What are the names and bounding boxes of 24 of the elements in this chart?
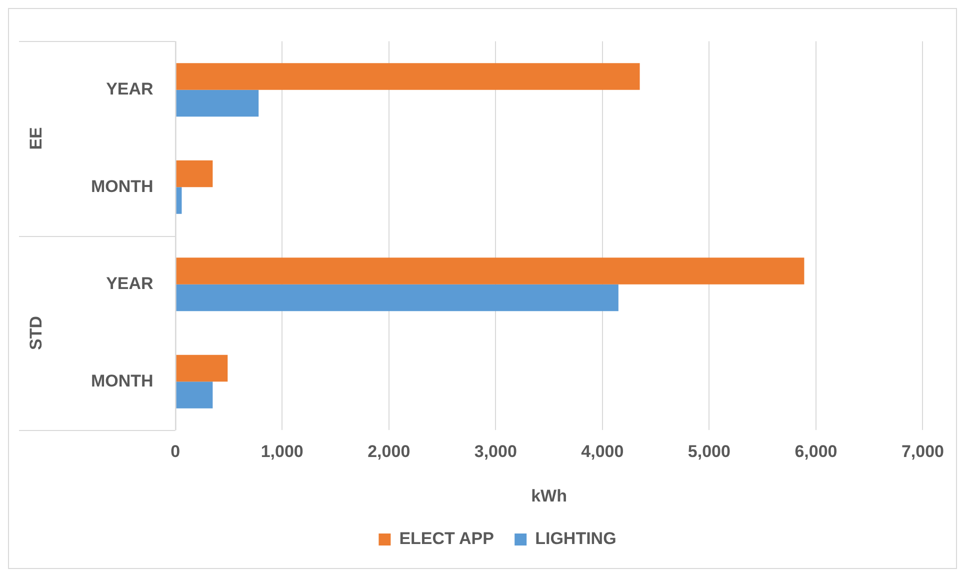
bar <box>176 160 213 188</box>
bar <box>176 63 640 90</box>
bar <box>176 382 213 408</box>
x-tick-label: 5,000 <box>688 442 730 462</box>
legend-label: ELECT APP <box>399 529 494 548</box>
x-tick-label: 0 <box>170 442 180 462</box>
x-tick-label: 4,000 <box>581 442 624 462</box>
text: EE <box>26 127 46 150</box>
bar <box>176 284 618 312</box>
y-tick-label: MONTH <box>90 371 154 390</box>
text: STD <box>26 316 46 350</box>
x-tick-label: 3,000 <box>474 442 517 462</box>
x-tick-label: 7,000 <box>901 442 944 462</box>
y-tick-label: YEAR <box>106 274 154 294</box>
x-axis-title: kWh <box>531 486 567 506</box>
x-tick-label: 6,000 <box>794 442 838 462</box>
x-tick-label: 1,000 <box>260 442 304 462</box>
y-tick-label: YEAR <box>106 80 154 99</box>
legend-label: LIGHTING <box>535 529 616 548</box>
bar <box>176 258 804 284</box>
bar <box>176 354 228 382</box>
y-tick-label: MONTH <box>90 176 154 196</box>
bar <box>176 90 259 117</box>
x-tick-label: 2,000 <box>368 442 410 462</box>
